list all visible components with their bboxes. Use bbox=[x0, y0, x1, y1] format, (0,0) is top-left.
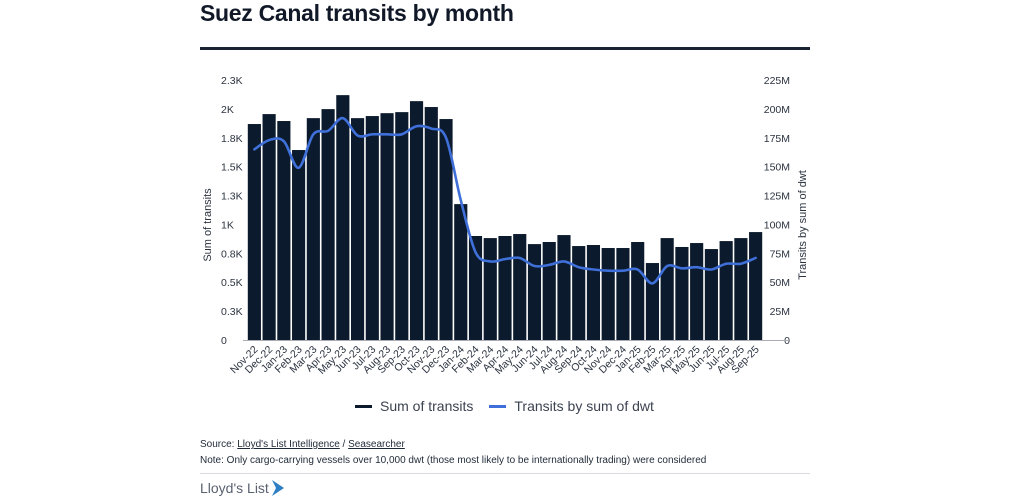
chart-title: Suez Canal transits by month bbox=[200, 0, 514, 26]
y2-tick-label: 175M bbox=[764, 133, 790, 145]
bar-sep-25[interactable] bbox=[749, 232, 763, 340]
left-axis-ticks: 0 0.3K 0.5K 0.8K 1K 1.3K 1.5K 1.8K 2K 2.3K bbox=[221, 75, 243, 347]
bar-jun-23[interactable] bbox=[351, 118, 365, 340]
source-separator: / bbox=[339, 439, 349, 450]
bar-oct-24[interactable] bbox=[586, 245, 601, 340]
legend: Sum of transits Transits by sum of dwt bbox=[355, 398, 660, 414]
source-line: Source: Lloyd's List Intelligence / Seas… bbox=[200, 439, 405, 450]
bar-oct-23[interactable] bbox=[409, 101, 424, 340]
bar-sep-23[interactable] bbox=[395, 112, 409, 340]
logo-text: Lloyd's List bbox=[200, 480, 269, 496]
bar-jun-25[interactable] bbox=[704, 249, 718, 340]
y-tick-label: 1.5K bbox=[221, 162, 243, 174]
y2-tick-label: 225M bbox=[764, 75, 790, 87]
bar-nov-22[interactable] bbox=[247, 124, 261, 340]
y2-tick-label: 100M bbox=[764, 219, 790, 231]
source-link-seasearcher[interactable]: Seasearcher bbox=[348, 439, 405, 450]
bar-jun-24[interactable] bbox=[527, 244, 542, 340]
bar-mar-25[interactable] bbox=[660, 238, 674, 340]
bar-jan-23[interactable] bbox=[277, 121, 291, 341]
y-tick-label: 0.5K bbox=[221, 277, 243, 289]
bar-apr-25[interactable] bbox=[675, 246, 689, 340]
right-axis-ticks: 025M50M75M100M125M150M175M200M225M bbox=[764, 75, 790, 347]
source-prefix: Source: bbox=[200, 439, 238, 450]
line-series-dwt bbox=[253, 116, 757, 285]
bar-nov-24[interactable] bbox=[601, 248, 615, 340]
bar-aug-23[interactable] bbox=[380, 113, 394, 340]
right-axis-title: Transits by sum of dwt bbox=[797, 170, 809, 280]
bar-jul-25[interactable] bbox=[719, 241, 733, 340]
y2-tick-label: 50M bbox=[770, 277, 790, 289]
bar-jul-23[interactable] bbox=[365, 116, 379, 340]
y-tick-label: 0 bbox=[221, 335, 227, 347]
y-tick-label: 2.3K bbox=[221, 75, 243, 87]
bar-jan-25[interactable] bbox=[631, 242, 645, 340]
bar-feb-24[interactable] bbox=[468, 236, 483, 340]
bar-dec-23[interactable] bbox=[439, 119, 453, 341]
chart: 0 0.3K 0.5K 0.8K 1K 1.3K 1.5K 1.8K 2K 2.3K 0 25M 50… bbox=[202, 75, 809, 377]
legend-swatch-dwt bbox=[489, 404, 507, 408]
source-link-lloyds[interactable]: Lloyd's List Intelligence bbox=[237, 439, 340, 450]
y2-tick-label: 200M bbox=[764, 104, 790, 116]
y-tick-label: 2K bbox=[221, 104, 234, 116]
y2-tick-label: 75M bbox=[770, 248, 790, 260]
y-tick-label: 0.8K bbox=[221, 248, 243, 260]
bar-apr-24[interactable] bbox=[498, 236, 512, 340]
y-tick-label: 1.8K bbox=[221, 133, 243, 145]
bar-jul-24[interactable] bbox=[542, 242, 556, 340]
play-arrow-icon bbox=[271, 480, 284, 496]
note-text: Note: Only cargo-carrying vessels over 1… bbox=[200, 455, 707, 466]
x-axis-ticks: Nov-22Dec-22Jan-23Feb-23Mar-23Apr-23May-… bbox=[228, 344, 762, 377]
y-tick-label: 0.3K bbox=[221, 306, 243, 318]
bar-mar-24[interactable] bbox=[483, 238, 497, 340]
legend-item-transits[interactable]: Sum of transits bbox=[355, 398, 473, 414]
bar-mar-23[interactable] bbox=[306, 118, 320, 340]
legend-swatch-transits bbox=[355, 404, 372, 408]
bar-aug-24[interactable] bbox=[557, 235, 571, 340]
bar-apr-23[interactable] bbox=[321, 109, 335, 341]
bar-aug-25[interactable] bbox=[734, 238, 748, 340]
bar-dec-24[interactable] bbox=[616, 248, 630, 340]
bar-may-23[interactable] bbox=[336, 95, 350, 340]
y2-tick-label: 150M bbox=[764, 162, 790, 174]
y2-tick-label: 25M bbox=[770, 306, 790, 318]
title-divider bbox=[200, 47, 810, 50]
left-axis-title: Sum of transits bbox=[202, 188, 214, 262]
bar-jan-24[interactable] bbox=[454, 204, 468, 340]
y-tick-label: 1K bbox=[221, 219, 234, 231]
footer-divider bbox=[200, 473, 810, 474]
legend-item-dwt[interactable]: Transits by sum of dwt bbox=[489, 398, 654, 414]
bar-series bbox=[247, 95, 763, 341]
bar-may-25[interactable] bbox=[690, 243, 704, 340]
bar-feb-23[interactable] bbox=[292, 150, 306, 340]
bar-sep-24[interactable] bbox=[572, 246, 586, 340]
bar-feb-25[interactable] bbox=[645, 263, 659, 340]
bar-dec-22[interactable] bbox=[262, 114, 276, 340]
bar-nov-23[interactable] bbox=[424, 107, 438, 340]
lloyds-list-logo: Lloyd's List bbox=[200, 479, 285, 497]
bar-may-24[interactable] bbox=[513, 234, 527, 340]
legend-label-dwt: Transits by sum of dwt bbox=[514, 398, 654, 414]
y2-tick-label: 125M bbox=[764, 191, 790, 203]
legend-label-transits: Sum of transits bbox=[380, 398, 474, 414]
y-tick-label: 1.3K bbox=[221, 191, 243, 203]
